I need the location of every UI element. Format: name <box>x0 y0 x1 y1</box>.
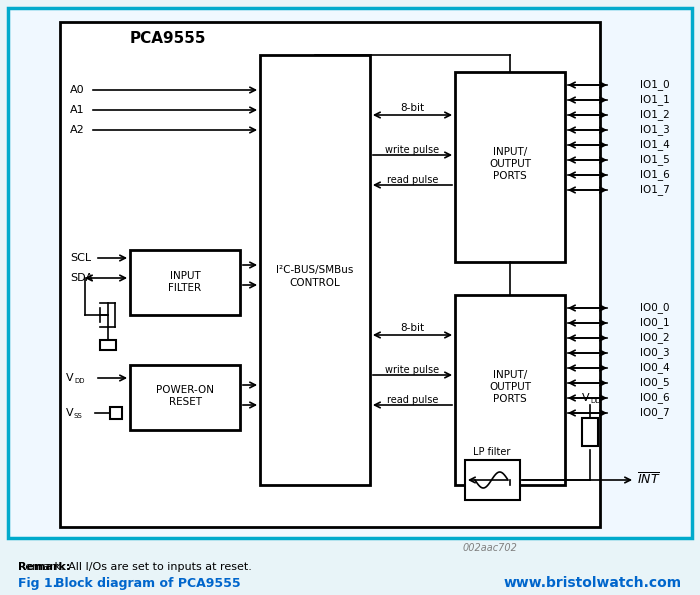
Text: IO1_2: IO1_2 <box>640 109 670 120</box>
Text: 8-bit: 8-bit <box>400 323 425 333</box>
Text: 8-bit: 8-bit <box>400 103 425 113</box>
Text: SCL: SCL <box>70 253 91 263</box>
Text: INPUT: INPUT <box>169 271 200 281</box>
Text: IO1_0: IO1_0 <box>640 80 670 90</box>
Bar <box>60 22 600 527</box>
Text: 002aac702: 002aac702 <box>463 543 517 553</box>
Text: IO1_5: IO1_5 <box>640 155 670 165</box>
Text: IO0_3: IO0_3 <box>640 347 670 358</box>
Bar <box>465 460 520 500</box>
Bar <box>582 418 598 446</box>
Text: POWER-ON: POWER-ON <box>156 385 214 395</box>
Text: OUTPUT: OUTPUT <box>489 159 531 169</box>
Text: IO1_3: IO1_3 <box>640 124 670 136</box>
Text: Remark: All I/Os are set to inputs at reset.: Remark: All I/Os are set to inputs at re… <box>18 562 252 572</box>
Bar <box>130 250 240 315</box>
Text: www.bristolwatch.com: www.bristolwatch.com <box>504 576 682 590</box>
Text: IO0_0: IO0_0 <box>640 302 669 314</box>
Text: V: V <box>66 373 74 383</box>
Text: INPUT/: INPUT/ <box>493 147 527 157</box>
Bar <box>8 8 692 538</box>
Text: OUTPUT: OUTPUT <box>489 382 531 392</box>
Bar <box>260 55 370 485</box>
Text: IO0_7: IO0_7 <box>640 408 670 418</box>
Text: DD: DD <box>74 378 85 384</box>
Text: V: V <box>66 408 74 418</box>
Bar <box>130 365 240 430</box>
Text: read pulse: read pulse <box>387 175 438 185</box>
Text: V: V <box>582 393 589 403</box>
Text: SDA: SDA <box>70 273 93 283</box>
Text: A2: A2 <box>70 125 85 135</box>
Text: I²C-BUS/SMBus: I²C-BUS/SMBus <box>276 265 354 275</box>
Bar <box>455 295 565 485</box>
Text: IO0_4: IO0_4 <box>640 362 670 374</box>
Text: RESET: RESET <box>169 397 202 407</box>
Text: PORTS: PORTS <box>493 171 527 181</box>
Text: Fig 1.: Fig 1. <box>18 577 57 590</box>
Bar <box>110 407 122 419</box>
Text: IO0_5: IO0_5 <box>640 378 670 389</box>
Bar <box>455 72 565 262</box>
Text: INPUT/: INPUT/ <box>493 370 527 380</box>
Text: Block diagram of PCA9555: Block diagram of PCA9555 <box>55 577 241 590</box>
Text: write pulse: write pulse <box>386 365 440 375</box>
Text: IO1_1: IO1_1 <box>640 95 670 105</box>
Text: IO0_2: IO0_2 <box>640 333 670 343</box>
Text: IO1_7: IO1_7 <box>640 184 670 195</box>
Text: FILTER: FILTER <box>169 283 202 293</box>
Text: $\overline{INT}$: $\overline{INT}$ <box>637 472 661 488</box>
Text: DD: DD <box>590 398 601 404</box>
Text: SS: SS <box>74 413 83 419</box>
Text: IO0_6: IO0_6 <box>640 393 670 403</box>
Bar <box>100 340 116 350</box>
Text: read pulse: read pulse <box>387 395 438 405</box>
Text: CONTROL: CONTROL <box>290 278 340 288</box>
Text: IO1_4: IO1_4 <box>640 140 670 151</box>
Text: IO0_1: IO0_1 <box>640 318 670 328</box>
Text: PCA9555: PCA9555 <box>130 30 206 45</box>
Text: A0: A0 <box>70 85 85 95</box>
Text: PORTS: PORTS <box>493 394 527 404</box>
Text: IO1_6: IO1_6 <box>640 170 670 180</box>
Text: LP filter: LP filter <box>473 447 511 457</box>
Text: write pulse: write pulse <box>386 145 440 155</box>
Text: A1: A1 <box>70 105 85 115</box>
Text: Remark:: Remark: <box>18 562 71 572</box>
